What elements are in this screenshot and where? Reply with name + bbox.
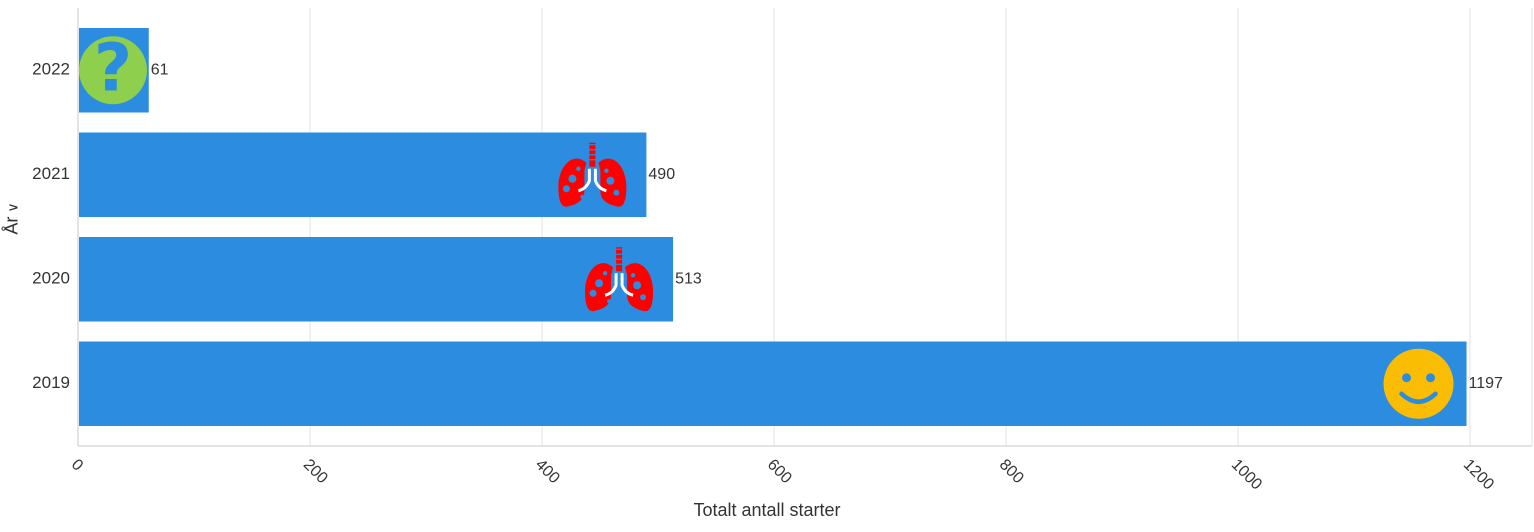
chevron-down-icon[interactable]: ∨ bbox=[4, 202, 21, 213]
y-axis-title-group[interactable]: År ∨ bbox=[0, 190, 24, 250]
x-axis-title: Totalt antall starter bbox=[693, 500, 841, 520]
x-tick-label: 600 bbox=[764, 456, 795, 487]
x-tick-label: 1000 bbox=[1228, 456, 1265, 493]
data-label: 513 bbox=[675, 270, 702, 287]
y-tick-label: 2019 bbox=[32, 373, 70, 392]
x-tick-label: 800 bbox=[996, 456, 1027, 487]
bar[interactable] bbox=[79, 237, 674, 322]
y-tick-label: 2020 bbox=[32, 269, 70, 288]
data-label: 1197 bbox=[1469, 375, 1504, 392]
y-tick-label: 2022 bbox=[32, 60, 70, 79]
data-label: 61 bbox=[151, 61, 169, 78]
bar[interactable] bbox=[79, 132, 647, 218]
x-tick-label: 400 bbox=[532, 456, 563, 487]
lungs-icon bbox=[585, 247, 654, 312]
y-axis-title: År bbox=[1, 216, 22, 235]
smiley-icon bbox=[1383, 348, 1454, 419]
bar[interactable] bbox=[79, 341, 1467, 427]
y-tick-label: 2021 bbox=[32, 164, 70, 183]
question-icon: ? bbox=[79, 29, 147, 106]
svg-text:?: ? bbox=[94, 29, 132, 106]
lungs-icon bbox=[558, 142, 627, 207]
data-label: 490 bbox=[648, 166, 675, 183]
x-tick-label: 1200 bbox=[1460, 456, 1497, 493]
x-tick-label: 0 bbox=[68, 456, 86, 474]
x-tick-label: 200 bbox=[300, 456, 331, 487]
